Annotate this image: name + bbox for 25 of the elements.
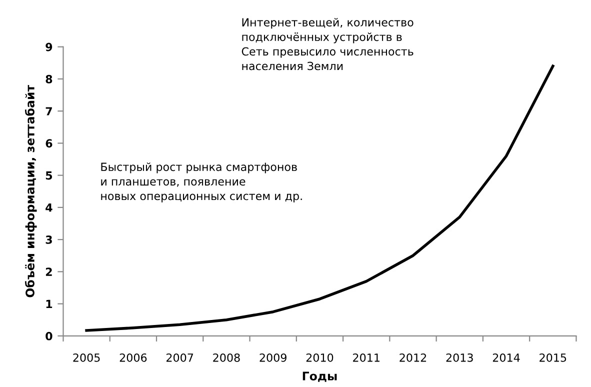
y-tick-label: 2	[46, 268, 52, 276]
x-axis-title: Годы	[302, 372, 337, 382]
x-tick-label: 2012	[400, 353, 426, 362]
x-tick-label: 2013	[446, 353, 473, 362]
x-tick-label: 2007	[166, 353, 194, 362]
y-tick-label: 8	[46, 74, 52, 84]
y-tick-label: 1	[46, 300, 52, 308]
x-tick-label: 2014	[492, 353, 520, 362]
x-tick-label: 2015	[540, 353, 566, 362]
y-tick-label: 3	[46, 236, 52, 244]
x-tick-label: 2006	[120, 353, 147, 362]
y-tick-label: 0	[46, 332, 52, 340]
x-tick-label: 2008	[213, 353, 240, 362]
x-tick-label: 2010	[306, 353, 334, 362]
annotation: Быстрый рост рынка смартфонов и планшетов, появление новых операционных систем и др.	[101, 162, 302, 202]
annotation: Интернет-вещей, количество подключённых устройств в Сеть превысило численность населения Земли	[242, 18, 414, 70]
y-tick-label: 5	[46, 171, 52, 180]
x-tick-label: 2011	[353, 353, 380, 362]
y-tick-label: 6	[46, 139, 52, 148]
x-tick-label: 2005	[73, 353, 100, 362]
y-axis-title: Объём информации, зеттабайт	[24, 84, 37, 298]
y-tick-label: 4	[46, 204, 52, 212]
x-tick-label: 2009	[260, 353, 286, 362]
y-tick-label: 7	[46, 107, 52, 116]
y-tick-label: 9	[46, 42, 52, 52]
